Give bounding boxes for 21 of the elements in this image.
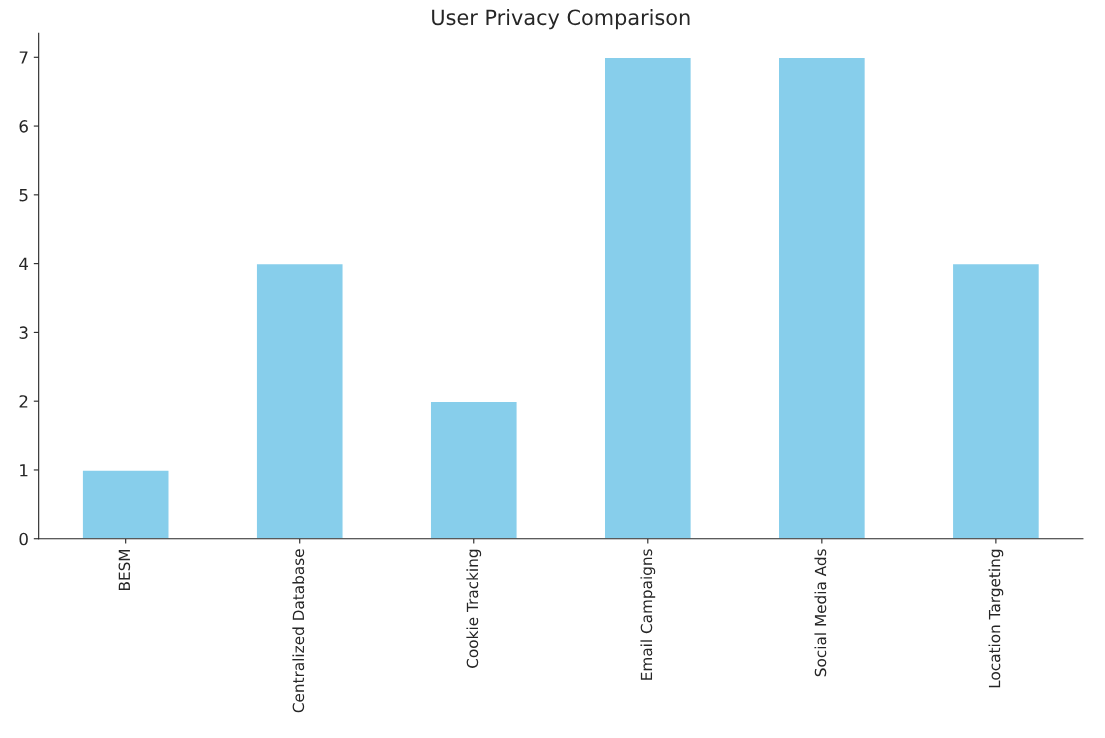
x-tick-label: Location Targeting: [988, 549, 1004, 688]
chart-title: User Privacy Comparison: [432, 9, 690, 30]
x-tick-label: Social Media Ads: [814, 549, 827, 677]
bar: [255, 262, 344, 539]
y-tick-label: 5: [19, 189, 28, 202]
y-tick-label: 4: [19, 257, 29, 270]
bar: [429, 400, 518, 539]
bar: [603, 56, 693, 539]
y-tick-label: 2: [19, 395, 28, 408]
x-tick-label: Cookie Tracking: [466, 549, 482, 668]
y-tick-label: 1: [20, 464, 28, 477]
y-tick-label: 3: [19, 326, 28, 339]
x-tick-label: BESM: [118, 549, 131, 590]
x-tick-label: Centralized Database: [292, 549, 305, 713]
bar: [81, 469, 170, 539]
x-tick-label: Email Campaigns: [640, 549, 656, 680]
y-tick-label: 0: [19, 532, 28, 546]
bar: [777, 56, 867, 539]
y-tick-label: 7: [19, 51, 28, 64]
y-tick-label: 6: [19, 120, 28, 133]
bar: [951, 262, 1041, 539]
